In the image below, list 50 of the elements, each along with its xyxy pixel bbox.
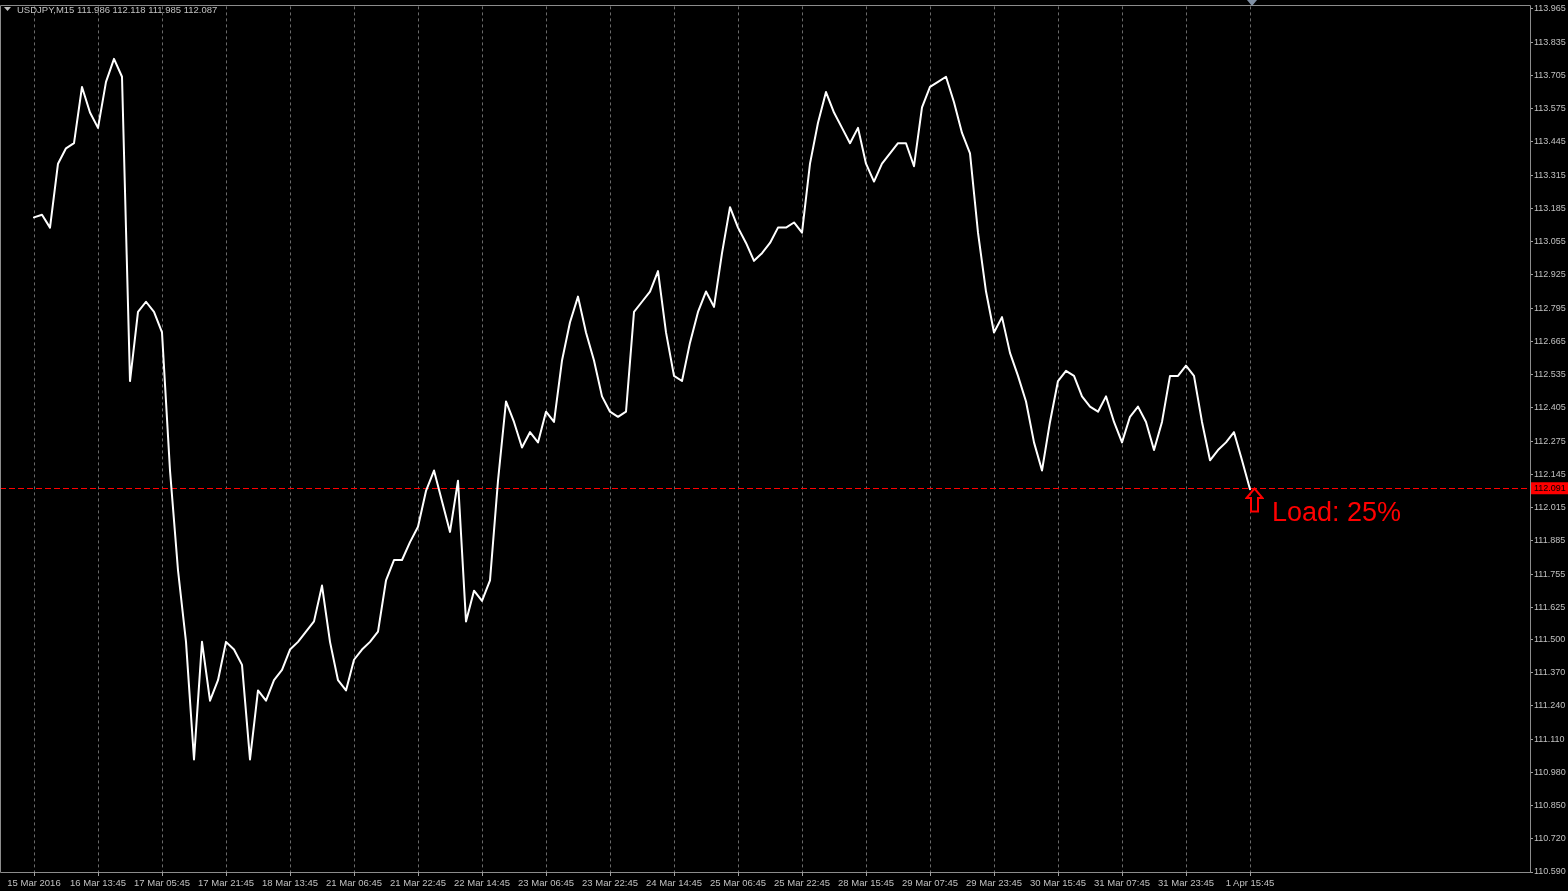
y-tick-label: 113.575 [1534, 103, 1566, 114]
y-tick-label: 111.110 [1534, 733, 1565, 744]
x-tick-label: 17 Mar 05:45 [134, 877, 190, 889]
x-tick-label: 22 Mar 14:45 [454, 877, 510, 889]
y-tick-label: 112.925 [1534, 269, 1566, 280]
y-tick-label: 111.885 [1534, 535, 1566, 546]
x-tick-label: 31 Mar 23:45 [1158, 877, 1214, 889]
y-tick-label: 112.015 [1534, 502, 1566, 513]
y-tick-label: 113.315 [1534, 169, 1566, 180]
y-tick-label: 113.835 [1534, 36, 1566, 47]
y-tick-label: 111.240 [1534, 700, 1566, 711]
annotation: Load: 25% [1272, 496, 1402, 527]
x-tick-label: 28 Mar 15:45 [838, 877, 894, 889]
x-tick-label: 21 Mar 22:45 [390, 877, 446, 889]
y-tick-label: 112.665 [1534, 335, 1566, 346]
y-tick-label: 112.275 [1534, 435, 1566, 446]
y-tick-label: 112.535 [1534, 369, 1566, 380]
y-tick-label: 113.965 [1534, 3, 1566, 14]
x-tick-label: 24 Mar 14:45 [646, 877, 702, 889]
y-tick-label: 113.445 [1534, 136, 1566, 147]
x-tick-label: 23 Mar 22:45 [582, 877, 638, 889]
x-tick-label: 17 Mar 21:45 [198, 877, 254, 889]
x-tick-label: 23 Mar 06:45 [518, 877, 574, 889]
y-tick-label: 112.405 [1534, 402, 1566, 413]
y-tick-label: 111.755 [1534, 568, 1566, 579]
chart-title: USDJPY,M15 111.986 112.118 111.985 112.087 [17, 3, 218, 15]
x-tick-label: 29 Mar 07:45 [902, 877, 958, 889]
x-tick-label: 25 Mar 22:45 [774, 877, 830, 889]
y-tick-label: 113.705 [1534, 69, 1566, 80]
y-tick-label: 110.720 [1534, 833, 1566, 844]
y-tick-label: 110.590 [1534, 866, 1566, 877]
ref-line-label: 112.091 [1534, 483, 1566, 494]
y-tick-label: 111.370 [1534, 667, 1566, 678]
x-tick-label: 18 Mar 13:45 [262, 877, 318, 889]
x-tick-label: 29 Mar 23:45 [966, 877, 1022, 889]
x-tick-label: 30 Mar 15:45 [1030, 877, 1086, 889]
x-tick-label: 21 Mar 06:45 [326, 877, 382, 889]
x-tick-label: 25 Mar 06:45 [710, 877, 766, 889]
x-tick-label: 1 Apr 15:45 [1225, 877, 1275, 889]
y-tick-label: 111.500 [1534, 633, 1566, 644]
y-tick-label: 112.795 [1534, 302, 1566, 313]
y-tick-label: 113.055 [1534, 236, 1566, 247]
y-tick-label: 111.625 [1534, 601, 1566, 612]
y-tick-label: 113.185 [1534, 202, 1566, 213]
y-tick-label: 112.145 [1534, 468, 1566, 479]
x-tick-label: 16 Mar 13:45 [70, 877, 126, 889]
x-tick-label: 31 Mar 07:45 [1094, 877, 1150, 889]
y-tick-label: 110.980 [1534, 766, 1566, 777]
x-tick-label: 15 Mar 2016 [7, 877, 61, 889]
y-tick-label: 110.850 [1534, 800, 1566, 810]
